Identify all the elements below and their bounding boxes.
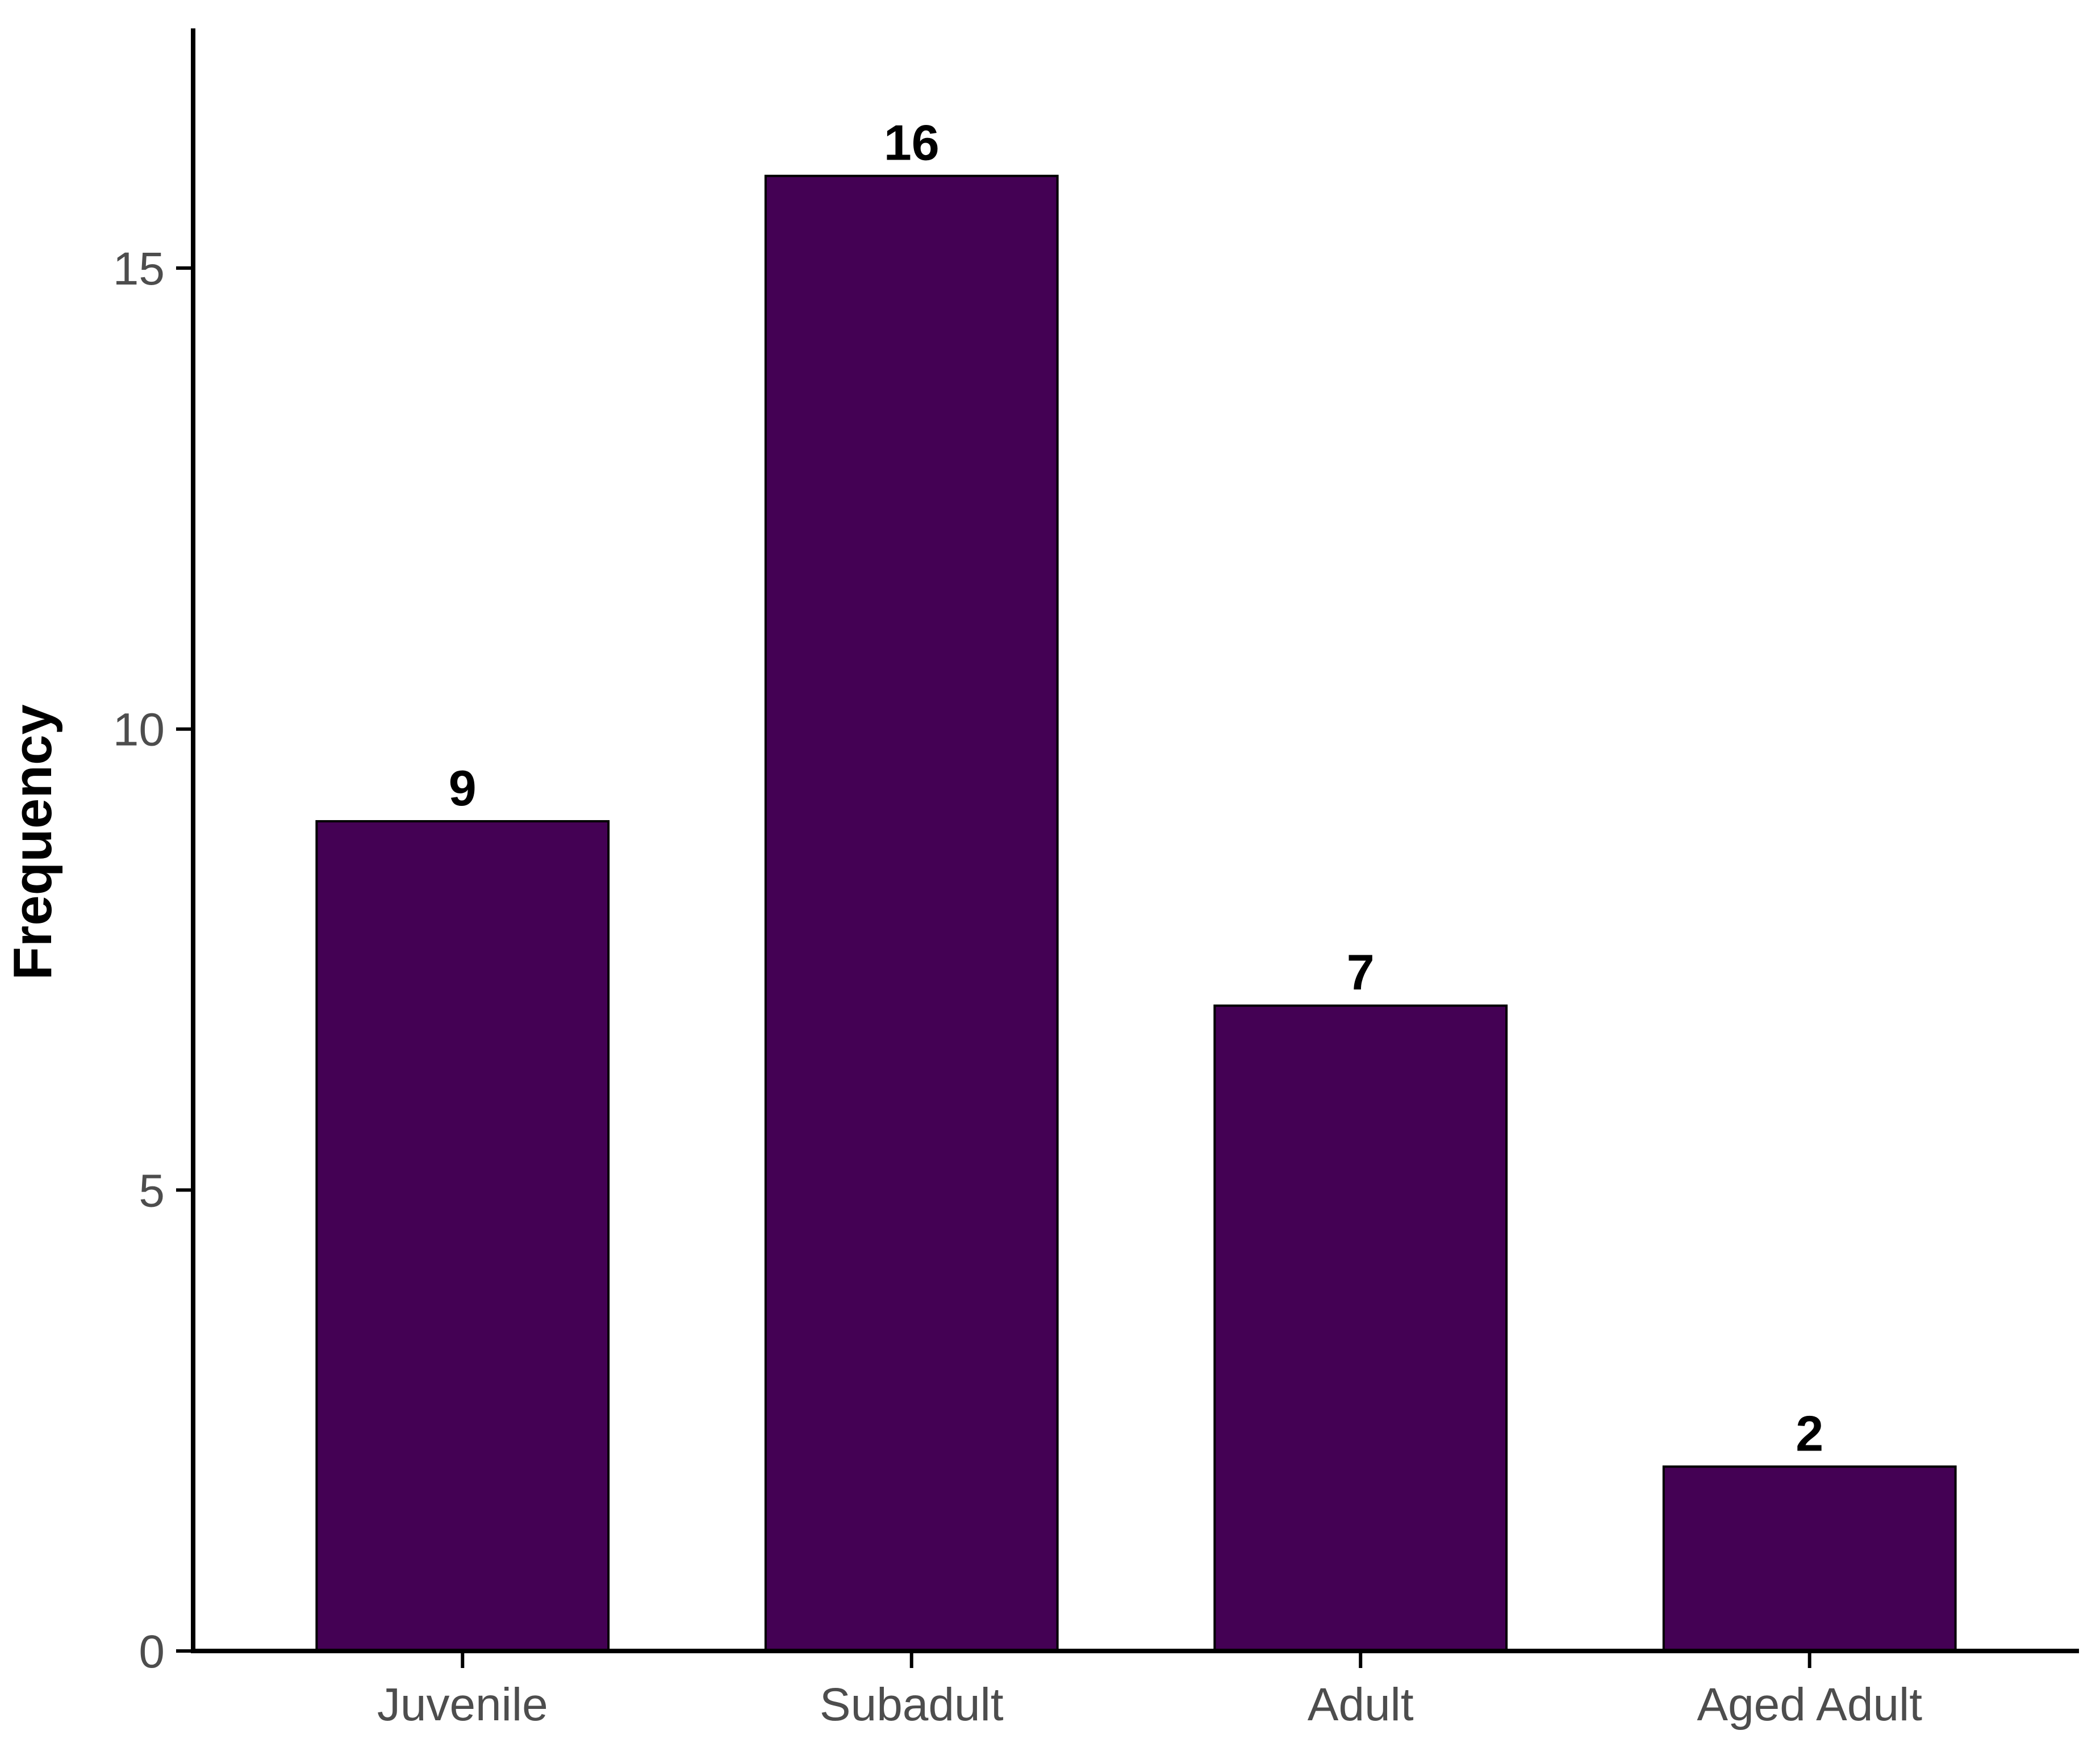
y-axis-title: Frequency — [2, 704, 63, 980]
y-tick-label-15: 15 — [113, 243, 165, 295]
x-tick-label-subadult: Subadult — [820, 1679, 1004, 1730]
x-axis-ticks: Juvenile Subadult Adult Aged Adult — [377, 1651, 1922, 1730]
bar-juvenile — [315, 820, 610, 1652]
x-tick-label-aged-adult: Aged Adult — [1697, 1679, 1922, 1730]
data-label-adult: 7 — [1347, 944, 1375, 1001]
y-tick-label-5: 5 — [139, 1165, 165, 1217]
bar-adult — [1213, 1004, 1508, 1652]
bar-aged-adult — [1662, 1465, 1957, 1652]
x-tick-label-juvenile: Juvenile — [377, 1679, 548, 1730]
y-axis-ticks: 0 5 10 15 — [113, 243, 193, 1678]
data-label-juvenile: 9 — [449, 760, 477, 816]
y-tick-label-10: 10 — [113, 704, 165, 756]
y-tick-label-0: 0 — [139, 1626, 165, 1678]
data-label-aged-adult: 2 — [1796, 1405, 1823, 1461]
x-tick-label-adult: Adult — [1308, 1679, 1414, 1730]
data-labels-group: 9 16 7 2 — [449, 115, 1823, 1462]
bar-subadult — [764, 174, 1059, 1652]
bars-group — [315, 174, 1957, 1652]
data-label-subadult: 16 — [884, 115, 940, 171]
